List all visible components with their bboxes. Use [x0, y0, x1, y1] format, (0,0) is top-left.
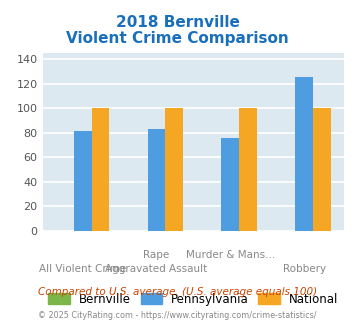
Bar — [295, 77, 313, 231]
Bar — [239, 108, 257, 231]
Text: Violent Crime Comparison: Violent Crime Comparison — [66, 31, 289, 46]
Bar — [148, 129, 165, 231]
Bar — [313, 108, 331, 231]
Text: Aggravated Assault: Aggravated Assault — [105, 264, 208, 274]
Bar — [222, 138, 239, 231]
Bar — [165, 108, 183, 231]
Text: Rape: Rape — [143, 250, 170, 260]
Bar — [92, 108, 109, 231]
Text: Robbery: Robbery — [283, 264, 326, 274]
Text: Compared to U.S. average. (U.S. average equals 100): Compared to U.S. average. (U.S. average … — [38, 287, 317, 297]
Text: All Violent Crime: All Violent Crime — [39, 264, 126, 274]
Legend: Bernville, Pennsylvania, National: Bernville, Pennsylvania, National — [43, 287, 344, 312]
Text: 2018 Bernville: 2018 Bernville — [116, 15, 239, 30]
Text: Murder & Mans...: Murder & Mans... — [186, 250, 275, 260]
Bar — [74, 131, 92, 231]
Text: © 2025 CityRating.com - https://www.cityrating.com/crime-statistics/: © 2025 CityRating.com - https://www.city… — [38, 311, 317, 320]
